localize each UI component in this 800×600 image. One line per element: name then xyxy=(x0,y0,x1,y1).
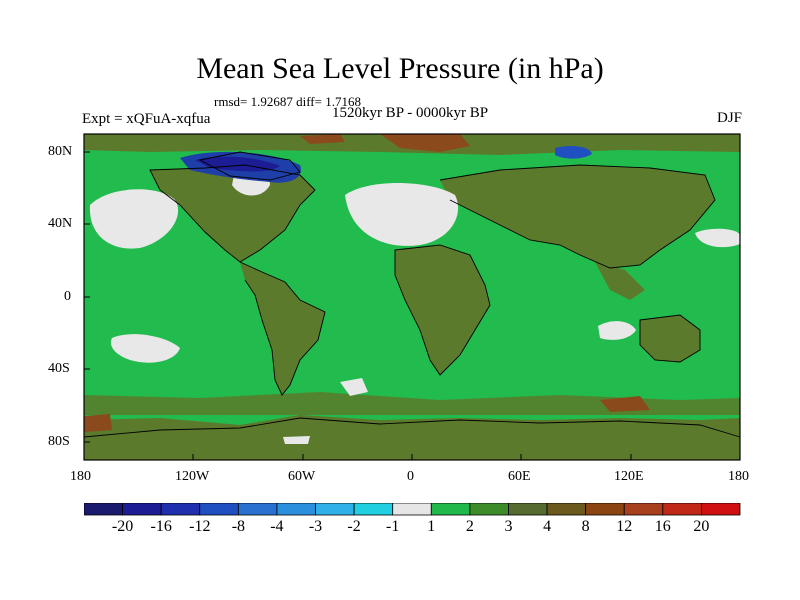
colorbar-label: -12 xyxy=(189,518,211,535)
colorbar-label: -16 xyxy=(150,518,172,535)
colorbar-swatch xyxy=(84,503,123,516)
colorbar-swatch xyxy=(315,503,355,516)
colorbar-swatch xyxy=(585,503,625,516)
colorbar-label: 20 xyxy=(693,518,710,535)
season-label: DJF xyxy=(716,110,742,126)
colorbar-label: -3 xyxy=(308,518,323,535)
colorbar-label: 2 xyxy=(465,518,474,535)
colorbar-label: 8 xyxy=(581,518,590,535)
lon-label-180-west: 180 xyxy=(70,469,91,484)
colorbar-swatch xyxy=(623,503,664,516)
colorbar-label: 1 xyxy=(427,518,436,535)
lat-label-40n: 40N xyxy=(48,216,73,231)
lat-label-0: 0 xyxy=(64,289,71,304)
colorbar-swatch xyxy=(701,503,741,516)
colorbar-label: 16 xyxy=(654,518,671,535)
colorbar-label: 12 xyxy=(616,518,633,535)
map-title: Mean Sea Level Pressure (in hPa) xyxy=(196,52,604,85)
high-pressure-anomalies xyxy=(84,134,650,432)
lat-label-80s: 80S xyxy=(48,434,70,449)
lon-label-0: 0 xyxy=(407,469,414,484)
colorbar-label: -20 xyxy=(111,518,134,535)
experiment-label: Expt = xQFuA-xqfua xyxy=(82,111,211,127)
lon-label-60e: 60E xyxy=(508,469,531,484)
axis-ticks xyxy=(84,151,632,460)
colorbar-swatch xyxy=(508,503,548,516)
colorbar-swatch xyxy=(199,503,239,516)
near-zero-regions xyxy=(89,168,740,444)
colorbar-swatch xyxy=(353,503,394,516)
colorbar-swatch xyxy=(546,503,587,516)
colorbar-swatch xyxy=(430,503,471,516)
colorbar-swatch xyxy=(392,503,432,516)
lat-label-80n: 80N xyxy=(48,144,73,159)
colorbar-swatch xyxy=(469,503,509,516)
lon-label-120e: 120E xyxy=(614,469,644,484)
colorbar xyxy=(84,503,741,516)
statistics-line: rmsd= 1.92687 diff= 1.7168 xyxy=(214,94,361,109)
time-range-subtitle: 1520kyr BP - 0000kyr BP xyxy=(331,105,489,121)
lon-label-120w: 120W xyxy=(175,469,210,484)
colorbar-label: -2 xyxy=(347,518,361,535)
colorbar-swatch xyxy=(122,503,162,516)
coastlines xyxy=(83,151,741,438)
lat-label-40s: 40S xyxy=(48,361,70,376)
colorbar-label: 4 xyxy=(543,518,552,535)
land-anomaly-regions xyxy=(84,134,740,460)
colorbar-label: -8 xyxy=(231,518,246,535)
colorbar-swatch xyxy=(237,503,278,516)
colorbar-swatch xyxy=(662,503,702,516)
colorbar-swatch xyxy=(276,503,316,516)
colorbar-label: 3 xyxy=(504,518,513,535)
colorbar-label: -4 xyxy=(270,518,284,535)
colorbar-swatch xyxy=(160,503,201,516)
lon-label-60w: 60W xyxy=(288,469,316,484)
lon-label-180-east: 180 xyxy=(728,469,749,484)
colorbar-label: -1 xyxy=(386,518,400,535)
